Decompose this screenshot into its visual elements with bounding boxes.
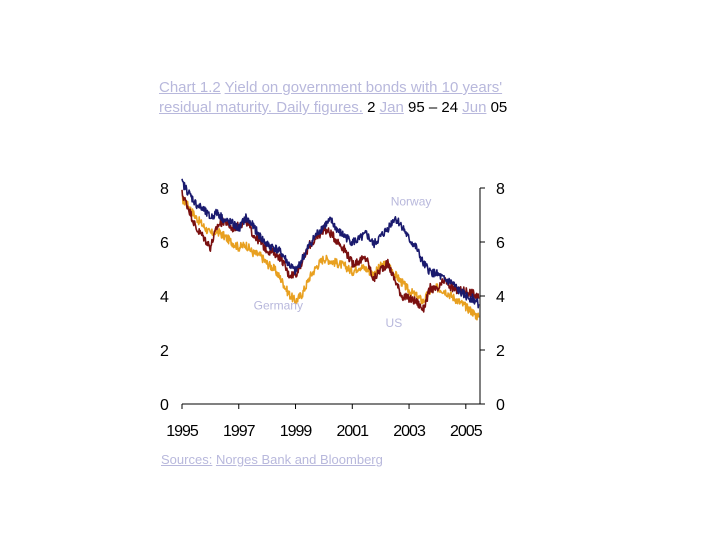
y-tick-label-left: 6 xyxy=(160,235,169,252)
source-text-link[interactable]: Norges Bank and Bloomberg xyxy=(215,452,383,467)
chart-title: Chart 1.2 Yield on government bonds with… xyxy=(159,78,519,118)
chart-axes: 0 0 2 2 4 4 6 6 8 8 1995 1997 1999 2001 2003 2005 xyxy=(160,181,505,440)
title-part-3: 2 xyxy=(362,99,380,116)
title-part-4[interactable]: Jan xyxy=(379,99,404,116)
title-part-2[interactable]: Yield on government bonds with 10 years'… xyxy=(159,79,503,116)
x-tick-label: 2003 xyxy=(393,423,426,440)
title-part-0[interactable]: Chart 1.2 xyxy=(159,79,221,96)
series-line-us xyxy=(181,189,480,313)
series-label-norway: Norway xyxy=(391,195,432,209)
y-tick-label-left: 0 xyxy=(160,397,169,414)
y-tick-label-right: 8 xyxy=(496,181,505,198)
series-line-norway xyxy=(181,178,480,309)
y-tick-label-right: 0 xyxy=(496,397,505,414)
chart-source: Sources: Norges Bank and Bloomberg xyxy=(161,452,383,467)
title-part-6[interactable]: Jun xyxy=(462,99,487,116)
chart-series xyxy=(181,178,480,321)
x-tick-label: 2001 xyxy=(336,423,369,440)
y-tick-label-right: 2 xyxy=(496,343,505,360)
series-label-germany: Germany xyxy=(254,299,303,313)
x-tick-label: 1997 xyxy=(223,423,256,440)
y-tick-label-left: 8 xyxy=(160,181,169,198)
series-label-us: US xyxy=(386,316,403,330)
x-tick-label: 1995 xyxy=(166,423,199,440)
chart-series-labels: Norway Germany US xyxy=(254,195,432,330)
title-part-5: 95 – 24 xyxy=(403,99,463,116)
y-tick-label-right: 6 xyxy=(496,235,505,252)
y-tick-label-left: 4 xyxy=(160,289,169,306)
series-line-germany xyxy=(181,194,480,321)
x-tick-label: 1999 xyxy=(280,423,313,440)
title-part-7: 05 xyxy=(486,99,508,116)
y-tick-label-left: 2 xyxy=(160,343,169,360)
x-tick-label: 2005 xyxy=(450,423,483,440)
y-tick-label-right: 4 xyxy=(496,289,505,306)
source-label-link[interactable]: Sources: xyxy=(161,452,213,467)
